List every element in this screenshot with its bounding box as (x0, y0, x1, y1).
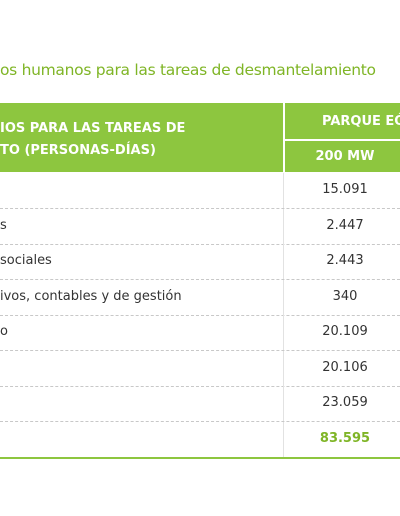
table-row: o 20.109 (0, 315, 400, 351)
table-row: ivos, contables y de gestión 340 (0, 279, 400, 316)
row-label: ivos, contables y de gestión (0, 288, 182, 304)
header-label: TO (PERSONAS-DÍAS) (0, 143, 156, 158)
table-row: 15.091 (0, 173, 400, 209)
table-row: sociales 2.443 (0, 244, 400, 280)
table-row: s 2.447 (0, 208, 400, 245)
row-value: 2.447 (326, 217, 364, 233)
table-header: IOS PARA LAS TAREAS DE TO (PERSONAS-DÍAS… (0, 103, 400, 172)
separator (283, 208, 284, 244)
row-value: 20.106 (322, 359, 368, 375)
group-header: PARQUE EÓ (322, 114, 400, 129)
row-label: sociales (0, 253, 52, 268)
table-row: 23.059 (0, 386, 400, 422)
table-title: os humanos para las tareas de desmantela… (0, 61, 376, 79)
column-header: 200 MW (315, 149, 375, 164)
row-value: 23.059 (322, 395, 368, 410)
header-label: IOS PARA LAS TAREAS DE (0, 121, 186, 136)
row-label: o (0, 324, 8, 339)
row-value: 340 (332, 288, 358, 304)
separator (283, 244, 284, 279)
table-row: 83.595 (0, 421, 400, 459)
separator (283, 315, 284, 350)
row-label: s (0, 217, 7, 233)
separator (283, 386, 284, 421)
row-value: 20.109 (322, 324, 368, 339)
row-value: 15.091 (322, 182, 368, 197)
separator (283, 103, 285, 172)
separator (283, 173, 284, 208)
separator (283, 350, 284, 386)
row-value: 2.443 (326, 253, 364, 268)
table-row: 20.106 (0, 350, 400, 387)
row-value: 83.595 (319, 430, 371, 446)
separator (283, 421, 284, 457)
separator (283, 279, 284, 315)
separator (285, 139, 400, 141)
